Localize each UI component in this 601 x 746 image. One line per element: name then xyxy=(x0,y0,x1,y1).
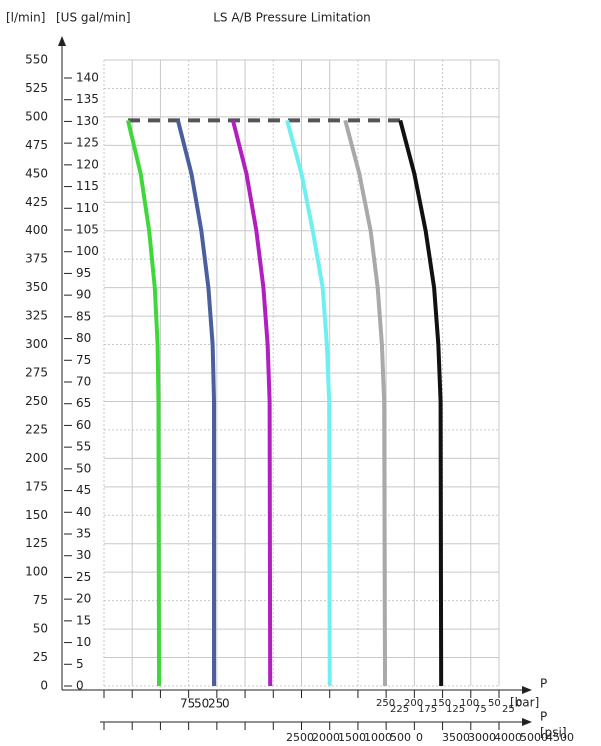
y2-tick-label: 55 xyxy=(76,440,91,454)
y2-tick-label: 125 xyxy=(76,136,99,150)
y-tick-label: 225 xyxy=(25,422,48,436)
y-tick-label: 0 xyxy=(40,679,48,693)
x-tick-label: 1500 xyxy=(338,731,366,744)
y2-tick-label: 10 xyxy=(76,635,91,649)
y-axis-label: [l/min] xyxy=(6,11,45,25)
curve xyxy=(343,119,388,687)
y2-tick-label: 50 xyxy=(76,461,91,475)
y-tick-label: 325 xyxy=(25,309,48,323)
y2-tick-label: 85 xyxy=(76,309,91,323)
y2-tick-label: 105 xyxy=(76,223,99,237)
x-tick-label: 3500 xyxy=(442,731,470,744)
y-tick-label: 500 xyxy=(25,109,48,123)
y2-tick-label: 90 xyxy=(76,288,91,302)
x-unit: [bar] xyxy=(510,696,539,710)
y2-tick-label: 80 xyxy=(76,331,91,345)
y2-tick-label: 120 xyxy=(76,157,99,171)
y-tick-label: 50 xyxy=(33,622,48,636)
chart-title: LS A/B Pressure Limitation xyxy=(213,11,371,25)
x-tick-label: 150 xyxy=(432,698,451,709)
x-tick-label: 50 xyxy=(488,698,501,709)
y2-tick-label: 30 xyxy=(76,548,91,562)
y-tick-label: 450 xyxy=(25,166,48,180)
x-tick-label: 175 xyxy=(418,704,437,715)
y-tick-label: 100 xyxy=(25,565,48,579)
y2-tick-label: 35 xyxy=(76,527,91,541)
x-tick-label: 4000 xyxy=(494,731,522,744)
y2-tick-label: 75 xyxy=(76,353,91,367)
y2-tick-label: 5 xyxy=(76,657,84,671)
x-tick-label: 225 xyxy=(390,704,409,715)
y-tick-label: 400 xyxy=(25,223,48,237)
x-tick-label: 0 xyxy=(222,697,230,711)
x-tick-label: 4500 xyxy=(546,731,574,744)
x-tick-label: 25 xyxy=(208,697,223,711)
curve xyxy=(398,119,444,687)
y2-axis-label: [US gal/min] xyxy=(56,11,131,25)
y2-tick-label: 135 xyxy=(76,92,99,106)
y2-tick-label: 140 xyxy=(76,71,99,85)
y-tick-label: 300 xyxy=(25,337,48,351)
y-tick-label: 125 xyxy=(25,536,48,550)
y-tick-label: 175 xyxy=(25,479,48,493)
y2-tick-label: 0 xyxy=(76,679,84,693)
y2-tick-label: 60 xyxy=(76,418,91,432)
x-tick-label: 0 xyxy=(416,731,423,744)
x-tick-label: 3000 xyxy=(468,731,496,744)
x-tick-label: 250 xyxy=(376,698,395,709)
y2-tick-label: 45 xyxy=(76,483,91,497)
y2-tick-label: 15 xyxy=(76,613,91,627)
y-tick-label: 525 xyxy=(25,81,48,95)
y-tick-label: 275 xyxy=(25,366,48,380)
x-tick-label: 5000 xyxy=(520,731,548,744)
y2-tick-label: 25 xyxy=(76,570,91,584)
x-tick-label: 25 xyxy=(502,704,515,715)
x-tick-label: 500 xyxy=(390,731,411,744)
y-tick-label: 250 xyxy=(25,394,48,408)
curve xyxy=(231,119,273,687)
x-label: P xyxy=(540,710,547,724)
y-tick-label: 475 xyxy=(25,138,48,152)
x-tick-label: 2500 xyxy=(286,731,314,744)
y-tick-label: 25 xyxy=(33,650,48,664)
x-tick-label: 75 xyxy=(180,697,195,711)
y-arrow xyxy=(58,36,66,46)
y-tick-label: 350 xyxy=(25,280,48,294)
y-tick-label: 550 xyxy=(25,53,48,67)
curve xyxy=(175,119,217,686)
y2-tick-label: 130 xyxy=(76,114,99,128)
y2-tick-label: 95 xyxy=(76,266,91,280)
x-arrow xyxy=(522,686,532,694)
x-label: P xyxy=(540,677,547,691)
y2-tick-label: 115 xyxy=(76,179,99,193)
x-tick-label: 2000 xyxy=(312,731,340,744)
y2-tick-label: 65 xyxy=(76,396,91,410)
y2-tick-label: 20 xyxy=(76,592,91,606)
y-tick-label: 150 xyxy=(25,508,48,522)
y-tick-label: 75 xyxy=(33,593,48,607)
y-tick-label: 375 xyxy=(25,252,48,266)
y-tick-label: 425 xyxy=(25,195,48,209)
curve xyxy=(285,119,332,687)
curve xyxy=(126,119,162,687)
y2-tick-label: 110 xyxy=(76,201,99,215)
y2-tick-label: 40 xyxy=(76,505,91,519)
x-unit: [psi] xyxy=(540,726,567,740)
x-tick-label: 1000 xyxy=(364,731,392,744)
x-tick-label: 50 xyxy=(194,697,209,711)
x-arrow xyxy=(522,718,532,726)
x-tick-label: 125 xyxy=(446,704,465,715)
y2-tick-label: 70 xyxy=(76,375,91,389)
x-tick-label: 0 xyxy=(516,698,522,709)
x-tick-label: 100 xyxy=(460,698,479,709)
x-tick-label: 200 xyxy=(404,698,423,709)
y2-tick-label: 100 xyxy=(76,244,99,258)
y-tick-label: 200 xyxy=(25,451,48,465)
x-tick-label: 75 xyxy=(474,704,487,715)
